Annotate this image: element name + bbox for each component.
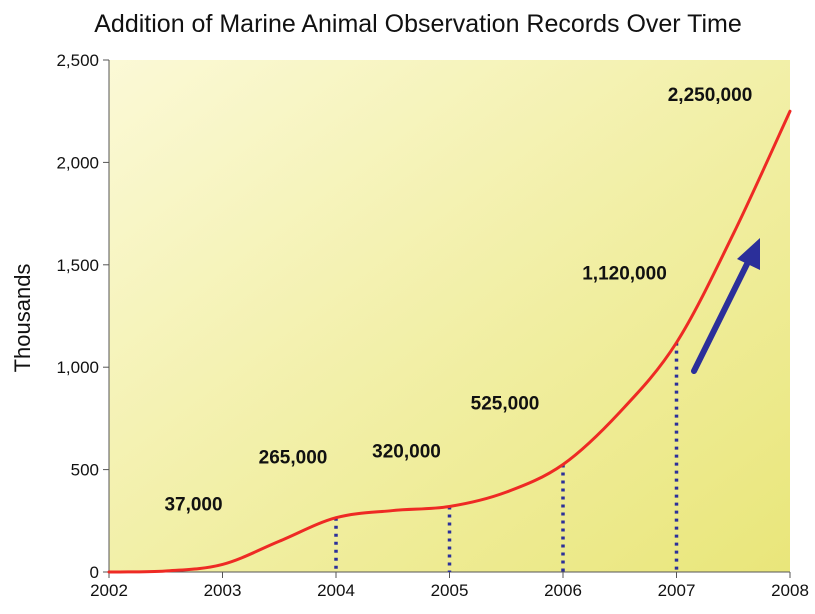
y-tick-label: 0: [90, 563, 99, 582]
x-tick-label: 2002: [90, 581, 128, 600]
y-axis-label: Thousands: [10, 264, 35, 373]
data-label: 265,000: [259, 448, 328, 469]
y-tick-label: 1,500: [56, 256, 99, 275]
x-tick-label: 2003: [204, 581, 242, 600]
chart-title: Addition of Marine Animal Observation Re…: [94, 10, 742, 38]
y-tick-label: 2,500: [56, 51, 99, 70]
y-tick-label: 1,000: [56, 358, 99, 377]
x-tick-label: 2008: [771, 581, 809, 600]
x-tick-label: 2004: [317, 581, 355, 600]
x-tick-label: 2006: [544, 581, 582, 600]
data-label: 320,000: [372, 441, 441, 462]
data-label: 37,000: [164, 494, 222, 515]
data-label: 2,250,000: [668, 85, 753, 106]
data-label: 525,000: [471, 393, 540, 414]
trend-arrow-head: [737, 238, 760, 270]
y-tick-label: 500: [71, 461, 99, 480]
x-tick-label: 2007: [658, 581, 696, 600]
x-tick-label: 2005: [431, 581, 469, 600]
trend-arrow-shaft: [691, 257, 752, 374]
series-line: [107, 109, 792, 574]
data-label: 1,120,000: [582, 264, 667, 285]
y-tick-label: 2,000: [56, 153, 99, 172]
